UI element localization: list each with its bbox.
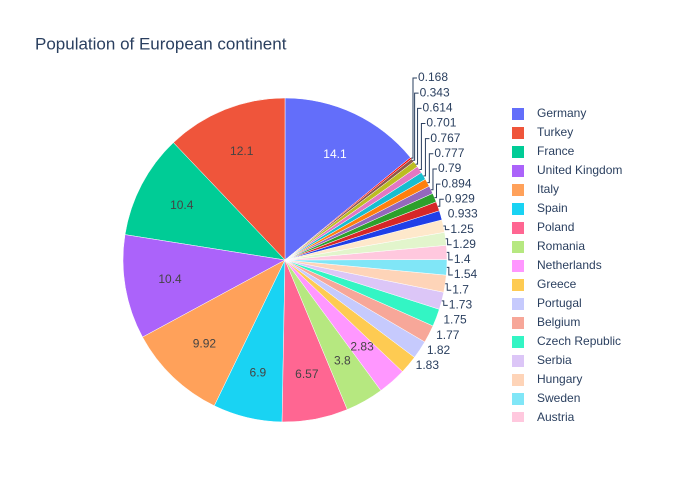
slice-label: 1.83: [416, 358, 440, 372]
pie-slice: [173, 97, 286, 261]
slice-label: 0.767: [430, 131, 460, 145]
pie-slice: [284, 97, 411, 261]
leader-line: [412, 92, 419, 161]
slice-label: 6.9: [250, 366, 267, 380]
leader-line: [410, 77, 417, 159]
leader-line: [415, 107, 422, 165]
pie-slice: [124, 142, 286, 261]
leader-line: [434, 183, 441, 199]
legend-swatch: [512, 317, 524, 329]
slice-label: 0.777: [434, 146, 464, 160]
legend-label: Czech Republic: [537, 334, 621, 348]
slice-label: 0.79: [438, 161, 462, 175]
legend-swatch: [512, 412, 524, 422]
legend-label: Turkey: [537, 125, 573, 139]
slice-label: 0.929: [445, 191, 475, 205]
legend-label: Netherlands: [537, 258, 602, 272]
leader-line: [437, 198, 444, 207]
slice-label: 1.7: [452, 282, 469, 296]
legend-swatch: [512, 336, 524, 348]
legend-swatch: [512, 279, 524, 291]
legend-label: Germany: [537, 106, 586, 120]
legend-label: France: [537, 144, 575, 158]
leader-line: [446, 251, 453, 261]
legend-label: Serbia: [537, 353, 572, 367]
legend-label: United Kingdom: [537, 163, 622, 177]
slice-label: 0.343: [420, 85, 450, 99]
slice-label: 10.4: [158, 272, 182, 286]
legend-swatch: [512, 298, 524, 310]
leader-line: [430, 168, 437, 191]
slice-label: 1.77: [436, 328, 460, 342]
slice-label: 3.8: [334, 354, 351, 368]
leader-line: [445, 238, 452, 246]
legend-label: Austria: [537, 410, 575, 424]
legend-label: Poland: [537, 220, 574, 234]
slice-label: 1.29: [453, 237, 477, 251]
legend-swatch: [512, 241, 524, 253]
slice-label: 1.75: [443, 313, 467, 327]
legend-swatch: [512, 108, 524, 120]
slice-label: 1.25: [450, 222, 474, 236]
slice-label: 0.614: [423, 100, 453, 114]
slice-label: 1.82: [427, 343, 451, 357]
legend-swatch: [512, 127, 524, 139]
slice-label: 14.1: [323, 147, 347, 161]
chart-title: Population of European continent: [35, 34, 287, 53]
legend: Germany Turkey France United Kingdom Italy Sp…: [512, 106, 622, 424]
legend-label: Belgium: [537, 315, 580, 329]
slice-label: 6.57: [295, 367, 319, 381]
legend-label: Hungary: [537, 372, 582, 386]
legend-label: Greece: [537, 277, 577, 291]
slice-label: 12.1: [230, 144, 254, 158]
slice-label: 1.54: [454, 267, 478, 281]
legend-label: Italy: [537, 182, 559, 196]
leader-line: [445, 283, 452, 291]
pie-slice: [142, 259, 286, 407]
leader-line: [446, 266, 453, 276]
legend-swatch: [512, 393, 524, 405]
legend-label: Spain: [537, 201, 568, 215]
leader-line: [443, 225, 450, 231]
legend-swatch: [512, 374, 524, 386]
legend-label: Sweden: [537, 391, 580, 405]
slice-label: 1.4: [454, 252, 471, 266]
slice-label: 9.92: [193, 336, 217, 350]
leader-line: [427, 153, 434, 184]
slice-label: 0.701: [426, 116, 456, 130]
legend-swatch: [512, 184, 524, 196]
slice-label: 1.73: [449, 298, 473, 312]
legend-swatch: [512, 355, 524, 367]
pie-slice: [122, 234, 286, 338]
slice-label: 2.83: [350, 340, 374, 354]
slice-label: 10.4: [170, 198, 194, 212]
slice-label: 0.168: [418, 70, 448, 84]
legend-swatch: [512, 222, 524, 234]
legend-swatch: [512, 203, 524, 215]
leader-line: [441, 300, 448, 306]
leader-line: [419, 122, 426, 171]
legend-label: Romania: [537, 239, 585, 253]
slice-label: 0.933: [448, 207, 478, 221]
legend-label: Portugal: [537, 296, 582, 310]
legend-swatch: [512, 165, 524, 177]
legend-swatch: [512, 260, 524, 272]
legend-swatch: [512, 146, 524, 158]
leader-line: [423, 138, 430, 177]
slice-label: 0.894: [441, 176, 471, 190]
